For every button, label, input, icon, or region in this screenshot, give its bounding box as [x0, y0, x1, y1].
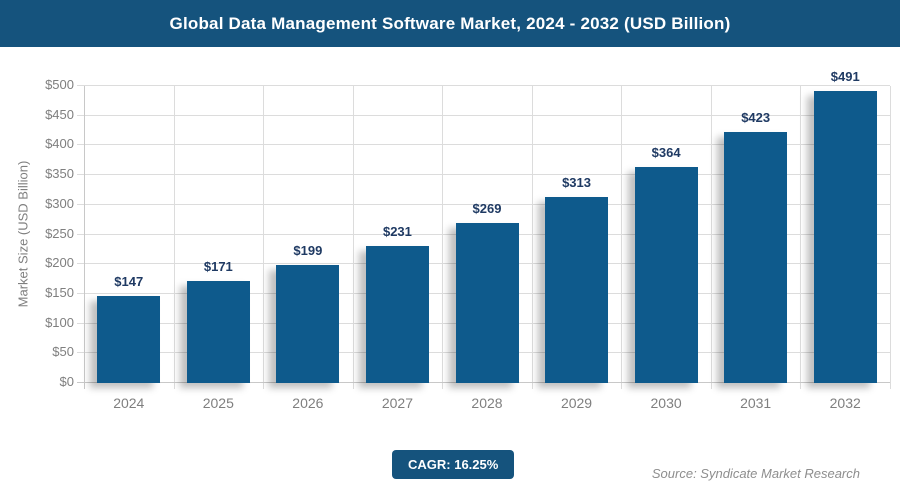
y-tick-mark — [77, 203, 84, 205]
x-tick-label: 2029 — [560, 395, 593, 411]
x-gridline — [890, 86, 891, 389]
bar-value-label: $364 — [651, 144, 681, 160]
y-tick-label: $150 — [45, 284, 74, 300]
y-tick-mark — [77, 144, 84, 146]
y-tick-label: $350 — [45, 166, 74, 182]
y-tick-mark — [77, 292, 84, 294]
bar-2032 — [813, 91, 877, 383]
bar-value-label: $423 — [741, 109, 771, 125]
bar-2028 — [455, 223, 519, 383]
y-tick-mark — [77, 263, 84, 265]
bar-2027 — [365, 245, 429, 383]
y-tick-label: $450 — [45, 106, 74, 122]
x-gridline — [531, 86, 533, 389]
y-gridline: $300 — [45, 196, 890, 211]
y-tick-mark — [77, 114, 84, 116]
x-gridline — [442, 86, 444, 389]
page-title: Global Data Management Software Market, … — [169, 13, 731, 33]
y-tick-label: $200 — [45, 255, 74, 271]
bar-value-label: $269 — [472, 201, 502, 217]
y-tick-label: $500 — [45, 77, 74, 92]
y-tick-label: $250 — [45, 225, 74, 241]
bar-value-label: $199 — [293, 242, 323, 258]
x-tick-label: 2031 — [740, 395, 772, 411]
y-gridline: $450 — [45, 107, 890, 122]
cagr-badge-label: CAGR: 16.25% — [408, 457, 499, 472]
bar-2024 — [97, 295, 161, 383]
bar-value-label: $313 — [562, 175, 591, 191]
bar-2025 — [186, 281, 250, 383]
bar-2031 — [724, 131, 788, 383]
x-gridline — [621, 86, 623, 389]
y-tick-label: $50 — [52, 344, 74, 360]
x-tick-label: 2027 — [381, 395, 413, 411]
chart-title-bar: Global Data Management Software Market, … — [0, 0, 900, 47]
bar-2030 — [634, 166, 698, 383]
y-tick-mark — [77, 233, 84, 235]
y-gridline: $400 — [45, 136, 890, 151]
x-gridline — [352, 86, 354, 389]
y-tick-mark — [77, 352, 84, 354]
plot-area: $0 $50 $100 $150 $200 $250 $300 $350 $400 $450 $50… — [45, 69, 891, 411]
x-gridline — [710, 86, 712, 389]
y-axis-line — [84, 86, 85, 389]
y-tick-label: $100 — [45, 314, 74, 330]
x-tick-label: 2032 — [829, 395, 861, 411]
source-credit: Source: Syndicate Market Research — [651, 466, 860, 481]
bar-value-label: $231 — [382, 223, 412, 239]
bar-value-label: $491 — [830, 69, 860, 85]
bar-2026 — [276, 264, 340, 383]
y-tick-label: $300 — [45, 195, 74, 211]
x-tick-label: 2025 — [202, 395, 234, 411]
x-gridline — [173, 86, 175, 389]
x-gridline — [800, 86, 802, 389]
y-tick-label: $0 — [59, 374, 74, 389]
y-tick-label: $400 — [45, 136, 74, 152]
y-gridline: $500 — [45, 77, 890, 92]
y-tick-mark — [77, 85, 84, 86]
x-gridline — [263, 86, 265, 389]
x-tick-label: 2024 — [113, 395, 145, 411]
x-tick-label: 2028 — [471, 395, 503, 411]
x-tick-label: 2026 — [292, 395, 324, 411]
bar-value-label: $171 — [203, 259, 233, 275]
bar-2029 — [545, 197, 609, 383]
x-tick-label: 2030 — [650, 395, 682, 411]
bar-value-label: $147 — [114, 273, 144, 289]
y-tick-mark — [77, 322, 84, 324]
cagr-badge: CAGR: 16.25% — [392, 450, 515, 479]
y-gridline: $350 — [45, 166, 890, 181]
y-tick-mark — [77, 174, 84, 176]
